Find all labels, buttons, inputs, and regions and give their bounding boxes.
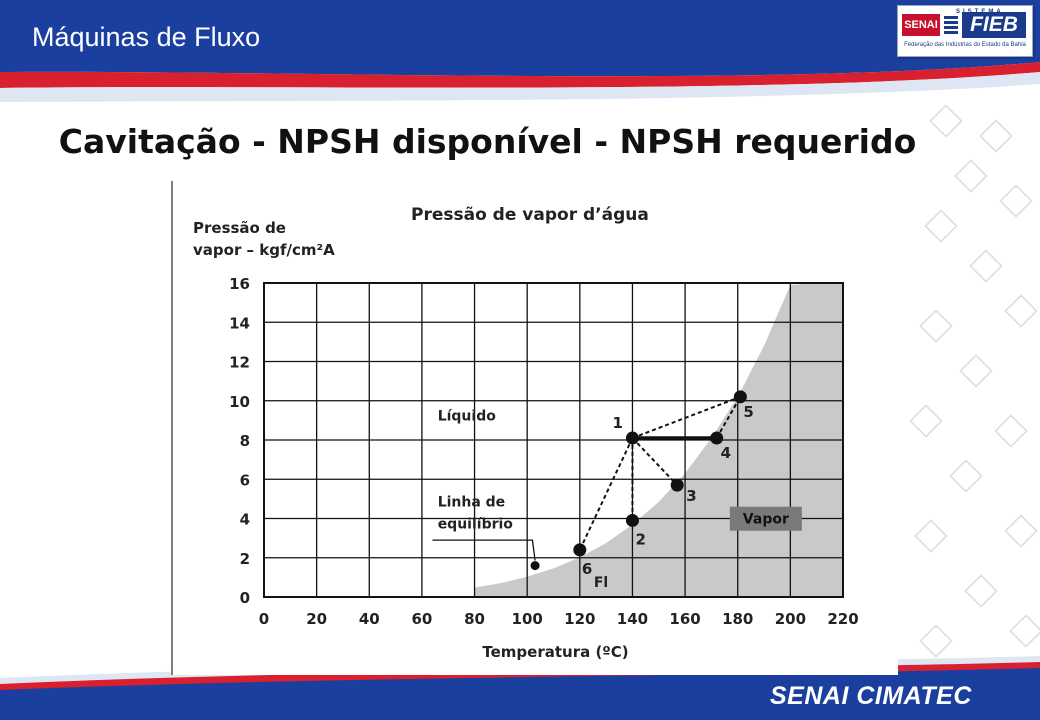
x-tick-label-0: 0	[259, 610, 269, 628]
state-point-label-5: 5	[743, 403, 753, 421]
dashed-segment-1-5	[632, 395, 741, 439]
x-tick-label-180: 180	[722, 610, 753, 628]
slide-title: Cavitação - NPSH disponível - NPSH reque…	[58, 122, 917, 161]
y-tick-label-16: 16	[229, 275, 250, 293]
x-tick-label-40: 40	[359, 610, 380, 628]
decorative-diamond-pattern	[909, 104, 1040, 658]
dashed-segment-4-5	[715, 396, 742, 439]
state-point-4	[710, 431, 724, 445]
vapor-region-label: Vapor	[743, 512, 789, 528]
header-title: Máquinas de Fluxo	[32, 22, 261, 52]
chart-title: Pressão de vapor d’água	[411, 205, 649, 225]
x-tick-label-20: 20	[306, 610, 327, 628]
dashed-segment-1-3	[631, 437, 678, 486]
state-point-6	[573, 543, 587, 557]
y-tick-label-12: 12	[229, 354, 250, 372]
process-segments	[578, 395, 742, 551]
vapor-pressure-chart: Pressão de vapor d’água Pressão de vapor…	[171, 181, 898, 675]
state-point-label-3: 3	[686, 487, 696, 505]
senai-fieb-logo: SENAI SISTEMA FIEB Federação das Indústr…	[897, 5, 1033, 57]
x-tick-label-140: 140	[617, 610, 648, 628]
logo-stripes-icon	[944, 16, 958, 34]
logo-senai-mark: SENAI	[902, 14, 940, 36]
state-point-label-1: 1	[612, 414, 622, 432]
x-tick-label-60: 60	[411, 610, 432, 628]
header-red-swoosh	[0, 62, 1040, 88]
state-point-label-6: 6	[582, 560, 592, 578]
state-point-5	[733, 390, 747, 404]
state-points: 1 2 3 4 5 6	[573, 390, 754, 578]
chart-svg: Pressão de vapor d’água Pressão de vapor…	[171, 181, 859, 675]
vapor-label-box	[729, 506, 802, 531]
liquid-region-label: Líquido	[438, 408, 497, 424]
equilibrium-leader-line	[432, 539, 536, 561]
footer-brand: SENAI CIMATEC	[770, 682, 972, 710]
y-tick-label-0: 0	[240, 589, 250, 607]
y-tick-label-4: 4	[240, 511, 250, 529]
x-tick-label-80: 80	[464, 610, 485, 628]
state-point-3	[670, 478, 684, 492]
header-light-swoosh	[0, 72, 1040, 102]
state-point-1	[625, 431, 639, 445]
y-tick-label-2: 2	[240, 550, 250, 568]
y-axis-label-line1: Pressão de	[193, 219, 286, 237]
y-tick-label-14: 14	[229, 314, 250, 332]
y-tick-label-8: 8	[240, 432, 250, 450]
equilibrium-label-line2: equilíbrio	[438, 516, 514, 532]
plot-frame	[263, 282, 844, 598]
y-axis-label-line2: vapor – kgf/cm²A	[193, 241, 335, 259]
y-tick-label-6: 6	[240, 471, 250, 489]
state-point-label-4: 4	[721, 444, 731, 462]
state-point-2	[625, 513, 639, 527]
y-tick-label-10: 10	[229, 393, 250, 411]
equilibrium-marker	[530, 561, 540, 571]
tick-labels: 0 20 40 60 80 100 120 140 160 180 200 2200246810121…	[229, 275, 859, 628]
x-tick-label-220: 220	[827, 610, 858, 628]
x-tick-label-160: 160	[669, 610, 700, 628]
x-tick-label-200: 200	[775, 610, 806, 628]
logo-subtitle: Federação das Indústrias do Estado da Ba…	[904, 42, 1026, 48]
header-band	[0, 0, 1040, 77]
equilibrium-label-line1: Linha de	[438, 495, 506, 511]
x-tick-label-120: 120	[564, 610, 595, 628]
x-axis-label: Temperatura (ºC)	[482, 643, 628, 661]
logo-fieb-mark: FIEB	[962, 12, 1026, 38]
point-6-sublabel: Fl	[594, 575, 608, 591]
state-point-label-2: 2	[635, 530, 645, 548]
footer-band	[0, 668, 1040, 720]
x-tick-label-100: 100	[512, 610, 543, 628]
